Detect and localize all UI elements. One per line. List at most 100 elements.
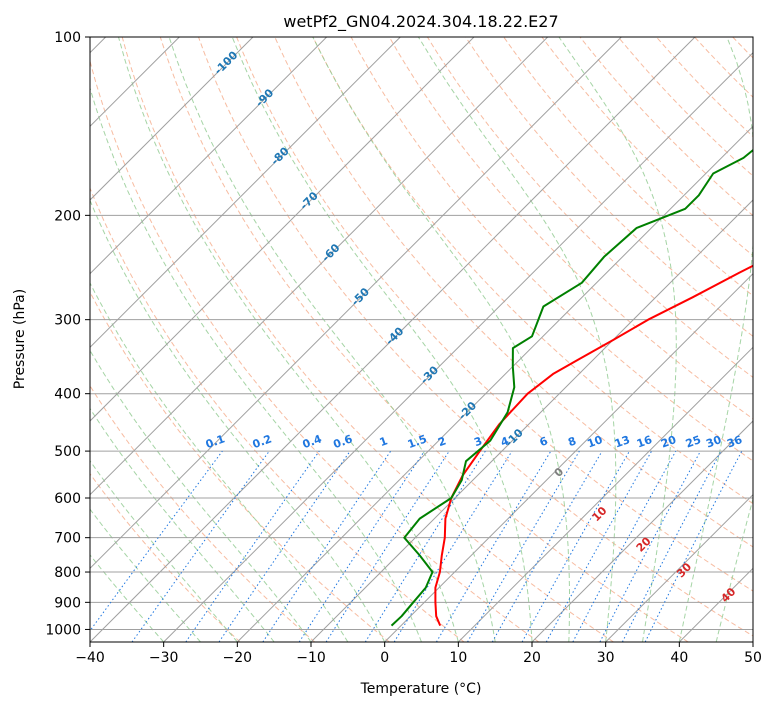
- isotherm-line: [90, 37, 328, 275]
- mixing-ratio-line: [90, 450, 223, 632]
- dry-adiabat-line: [90, 186, 465, 642]
- moist-adiabat-line: [90, 407, 275, 642]
- mixing-ratio-label: 0.1: [204, 432, 227, 451]
- x-tick-label: −30: [149, 650, 179, 666]
- mixing-ratio-line: [491, 450, 603, 642]
- dry-adiabat-line: [350, 37, 753, 462]
- mixing-ratio-label: 6: [538, 434, 550, 449]
- temperature-profile-line: [434, 264, 753, 626]
- dry-adiabat-line: [274, 37, 753, 548]
- mixing-ratio-label: 0.4: [301, 432, 324, 451]
- x-tick-label: 20: [523, 650, 541, 666]
- moist-adiabat-line: [90, 554, 165, 642]
- y-tick-label: 400: [54, 387, 81, 403]
- mixing-ratio-label: 13: [613, 433, 632, 450]
- isotherm-line: [384, 272, 753, 642]
- y-axis-ticks: 1000 900 800 700 600 500 400 300 200 100: [45, 30, 90, 638]
- mixing-ratio-label: 8: [566, 434, 578, 449]
- moist-adiabat-line: [118, 37, 459, 642]
- dry-adiabat-line: [90, 59, 540, 642]
- moist-adiabat-line: [90, 460, 238, 642]
- dry-adiabat-line: [90, 291, 390, 642]
- mixing-ratio-label: 0.6: [332, 432, 355, 451]
- dry-adiabat-line: [426, 37, 753, 378]
- chart-title: wetPf2_GN04.2024.304.18.22.E27: [283, 12, 558, 32]
- moist-adiabat-line: [558, 37, 677, 642]
- moist-adiabat-line: [678, 37, 753, 642]
- dry-adiabat-line: [465, 37, 753, 337]
- mixing-ratio-label: 25: [684, 433, 703, 450]
- mixing-ratio-label: 1.5: [406, 432, 429, 451]
- mixing-ratio-label: 10: [585, 433, 604, 451]
- isotherm-line: [531, 420, 753, 642]
- mixing-ratio-label: 3: [472, 434, 484, 449]
- mixing-ratio-line: [218, 450, 351, 642]
- x-axis-ticks: −40 −30 −20 −10 0 10 20 30 40 50: [75, 642, 762, 666]
- plot-frame: [89, 36, 754, 643]
- moist-adiabat-line: [231, 37, 533, 642]
- y-tick-label: 800: [54, 565, 81, 581]
- y-tick-label: 500: [54, 444, 81, 460]
- dry-adiabat-line: [312, 37, 753, 505]
- y-tick-label: 300: [54, 313, 81, 329]
- mixing-ratio-line: [572, 450, 677, 642]
- x-tick-label: 30: [597, 650, 615, 666]
- mixing-ratio-line: [185, 450, 320, 642]
- isotherm-line: [90, 37, 622, 570]
- y-tick-label: 600: [54, 491, 81, 507]
- dry-adiabat-line: [503, 37, 753, 297]
- mixing-ratio-label: 36: [725, 433, 744, 451]
- isotherm-line: [90, 37, 475, 422]
- dry-adiabat-line: [90, 384, 316, 642]
- x-axis-title: Temperature (°C): [360, 681, 482, 697]
- x-tick-label: 0: [380, 650, 389, 666]
- x-tick-label: −40: [75, 650, 105, 666]
- mixing-ratio-label: 20: [659, 433, 678, 451]
- mixing-ratio-line: [435, 450, 552, 642]
- dry-adiabat-line: [236, 37, 753, 592]
- y-tick-label: 700: [54, 531, 81, 547]
- mixing-ratio-label: 2: [436, 434, 448, 449]
- moist-adiabat-line: [90, 349, 312, 642]
- moist-adiabat-line: [90, 199, 386, 642]
- mixing-ratio-label: 1: [378, 434, 390, 449]
- y-tick-label: 900: [54, 595, 81, 611]
- x-tick-label: 10: [449, 650, 467, 666]
- mixing-ratio-line: [364, 450, 486, 642]
- mixing-ratio-line: [131, 450, 270, 642]
- x-tick-label: 50: [744, 650, 762, 666]
- y-tick-label: 100: [54, 30, 81, 46]
- isotherm-line: [457, 346, 753, 642]
- isotherm-line: [90, 37, 401, 349]
- isotherm-line: [163, 51, 753, 642]
- dry-adiabat-line: [579, 37, 753, 217]
- dry-adiabat-line: [90, 472, 241, 642]
- moist-adiabat-line: [312, 37, 570, 642]
- y-axis-title: Pressure (hPa): [12, 289, 28, 389]
- mixing-ratio-line: [325, 450, 450, 642]
- moist-adiabat-line: [168, 37, 496, 642]
- dry-adiabat-line: [159, 37, 689, 642]
- mixing-ratio-line: [467, 450, 580, 642]
- mixing-ratio-label: 4: [499, 434, 511, 449]
- mixing-ratio-line: [393, 450, 513, 642]
- isotherm-line: [90, 37, 549, 496]
- moist-adiabat-line: [90, 281, 349, 642]
- x-tick-label: −20: [223, 650, 253, 666]
- dry-adiabat-line: [771, 37, 775, 642]
- dry-adiabat-line: [121, 37, 614, 642]
- y-tick-label: 1000: [45, 622, 81, 638]
- isotherm-line: [90, 37, 254, 201]
- mixing-ratio-line: [545, 450, 653, 642]
- mixing-ratio-label: 30: [704, 433, 723, 451]
- dewpoint-profile-line: [390, 148, 753, 627]
- isotherm-line: [236, 125, 753, 642]
- x-tick-label: 40: [670, 650, 688, 666]
- moist-adiabat-line: [715, 497, 753, 642]
- isotherm-line: [605, 493, 753, 642]
- mixing-ratio-label: 0.2: [251, 432, 274, 451]
- mixing-ratio-label: 16: [635, 433, 654, 451]
- profile-lines: [390, 148, 753, 627]
- isotherm-line: [752, 641, 753, 642]
